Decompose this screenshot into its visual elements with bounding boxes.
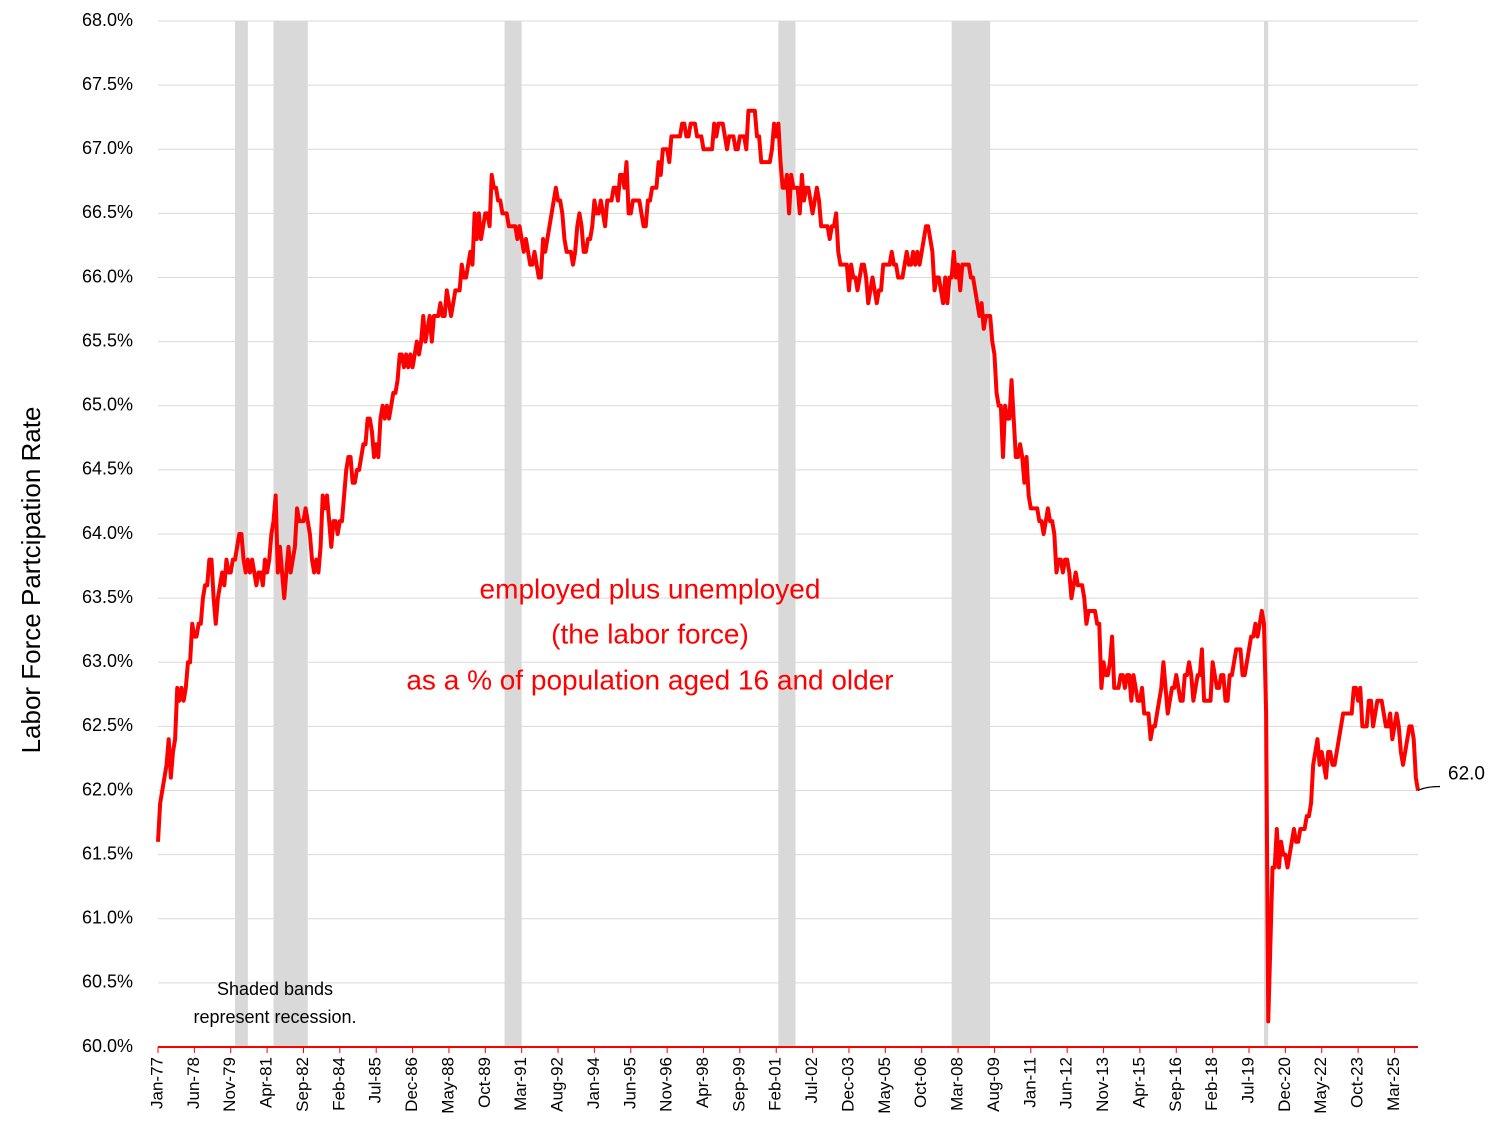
x-tick-label: Aug-09 — [984, 1057, 1003, 1112]
y-tick-label: 67.5% — [82, 74, 133, 94]
y-tick-label: 66.0% — [82, 266, 133, 286]
x-tick-label: Oct-89 — [475, 1057, 494, 1108]
line-layer — [156, 108, 1420, 1024]
x-tick-label: Dec-20 — [1275, 1057, 1294, 1112]
x-tick-label: Jul-19 — [1238, 1057, 1257, 1103]
x-tick-label: Nov-13 — [1093, 1057, 1112, 1112]
x-tick-label: Apr-15 — [1129, 1057, 1148, 1108]
x-tick-label: May-22 — [1311, 1057, 1330, 1114]
recession-note: represent recession. — [193, 1007, 356, 1027]
y-tick-label: 68.0% — [82, 10, 133, 30]
annotation: employed plus unemployed — [480, 573, 821, 604]
x-tick-label: Dec-03 — [838, 1057, 857, 1112]
y-axis-title: Labor Force Partcipation Rate — [16, 407, 46, 754]
x-tick-label: Feb-84 — [329, 1057, 348, 1111]
x-tick-label: Sep-82 — [293, 1057, 312, 1112]
y-tick-label: 63.5% — [82, 587, 133, 607]
x-tick-label: Jun-78 — [184, 1057, 203, 1109]
annotation: (the labor force) — [551, 618, 749, 649]
annotation: as a % of population aged 16 and older — [406, 664, 893, 695]
y-tick-label: 61.5% — [82, 843, 133, 863]
x-tick-label: Dec-86 — [402, 1057, 421, 1112]
x-tick-label: Sep-16 — [1166, 1057, 1185, 1112]
y-tick-label: 62.0% — [82, 779, 133, 799]
x-tick-label: May-88 — [438, 1057, 457, 1114]
x-tick-label: Mar-91 — [511, 1057, 530, 1111]
y-tick-label: 65.0% — [82, 395, 133, 415]
x-tick-label: Nov-79 — [220, 1057, 239, 1112]
y-tick-label: 64.0% — [82, 523, 133, 543]
y-tick-label: 61.0% — [82, 908, 133, 928]
y-tick-label: 65.5% — [82, 330, 133, 350]
labels: 60.0% 60.5% 61.0% 61.5% 62.0% 62.5% 63.0% 63.5%… — [82, 10, 1485, 1114]
recession-note: Shaded bands — [217, 979, 333, 999]
leader-line — [1417, 785, 1441, 792]
x-tick-label: Oct-06 — [911, 1057, 930, 1108]
x-tick-label: Jan-77 — [147, 1057, 166, 1109]
x-tick-label: Apr-98 — [693, 1057, 712, 1108]
grid — [158, 20, 1418, 1048]
x-tick-label: Jan-11 — [1020, 1057, 1039, 1108]
x-tick-label: Apr-81 — [257, 1057, 276, 1108]
x-tick-label: May-05 — [875, 1057, 894, 1114]
x-tick-label: Jul-85 — [366, 1057, 385, 1103]
x-tick-label: Oct-23 — [1348, 1057, 1367, 1108]
y-tick-label: 60.5% — [82, 972, 133, 992]
y-tick-label: 60.0% — [82, 1036, 133, 1056]
data-line — [156, 108, 1420, 1024]
y-tick-label: 62.5% — [82, 715, 133, 735]
y-tick-label: 63.0% — [82, 651, 133, 671]
y-tick-label: 66.5% — [82, 202, 133, 222]
x-tick-label: Feb-18 — [1202, 1057, 1221, 1111]
x-tick-label: Mar-08 — [948, 1057, 967, 1111]
x-tick-label: Nov-96 — [657, 1057, 676, 1112]
y-tick-label: 67.0% — [82, 138, 133, 158]
x-tick-label: Jun-12 — [1057, 1057, 1076, 1109]
x-tick-label: Feb-01 — [766, 1057, 785, 1111]
last-value-label: 62.0 — [1448, 764, 1485, 785]
x-tick-label: Sep-99 — [729, 1057, 748, 1112]
x-tick-label: Mar-25 — [1384, 1057, 1403, 1111]
y-tick-label: 64.5% — [82, 459, 133, 479]
x-tick-label: Jun-95 — [620, 1057, 639, 1109]
x-tick-label: Jan-94 — [584, 1057, 603, 1109]
x-tick-label: Aug-92 — [548, 1057, 567, 1112]
x-tick-label: Jul-02 — [802, 1057, 821, 1103]
